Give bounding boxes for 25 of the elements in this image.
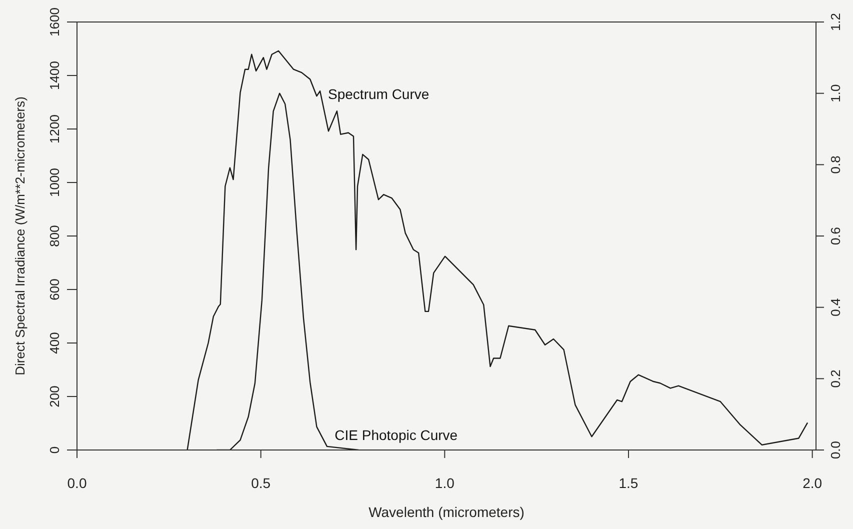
y-tick-label: 200 [47,386,62,408]
x-tick-label: 0.5 [251,474,271,491]
x-axis-title: Wavelenth (micrometers) [368,504,524,520]
x-tick-label: 1.0 [434,474,455,491]
y-tick-label: 1200 [47,114,62,144]
y2-tick-label: 0.2 [828,370,843,388]
y2-tick-label: 1.2 [828,12,843,32]
series-label: CIE Photopic Curve [334,427,458,443]
y2-tick-label: 0.4 [828,298,843,316]
y-tick-label: 800 [47,225,62,247]
y-tick-label: 1400 [47,61,62,90]
y2-tick-label: 0.6 [828,226,843,246]
series-label: Spectrum Curve [328,86,430,102]
y-tick-label: 1600 [47,8,62,36]
x-tick-label: 1.5 [618,474,638,491]
y2-tick-label: 0.0 [828,440,843,460]
y-tick-label: 1000 [47,168,62,197]
y-axis-title: Direct Spectral Irradiance (W/m**2-micrometers) [12,96,28,376]
y2-tick-label: 1.0 [828,84,843,102]
y-tick-label: 0 [47,446,62,454]
y2-tick-label: 0.8 [828,156,843,174]
y-tick-label: 600 [47,278,62,300]
x-tick-label: 2.0 [802,474,822,491]
x-tick-label: 0.0 [67,474,87,491]
y-tick-label: 400 [47,332,62,354]
